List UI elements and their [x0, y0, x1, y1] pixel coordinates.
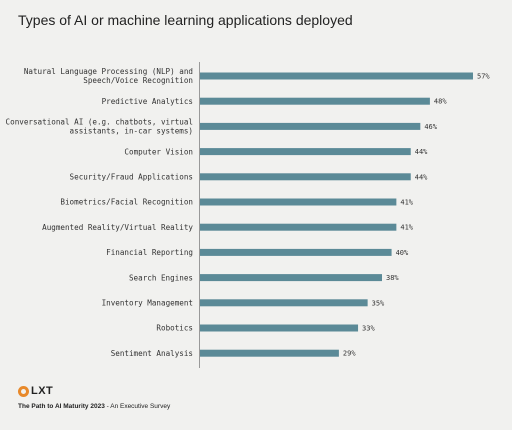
data-label: 29%	[343, 350, 356, 358]
data-label: 57%	[477, 73, 490, 81]
data-label: 46%	[424, 123, 437, 131]
data-label: 40%	[396, 249, 409, 257]
category-label: Search Engines	[129, 273, 193, 282]
data-label: 38%	[386, 274, 399, 282]
category-label: Inventory Management	[102, 299, 193, 308]
category-label: Conversational AI (e.g. chatbots, virtua…	[6, 118, 193, 136]
bar	[200, 122, 421, 130]
bar	[200, 299, 368, 307]
bars-group: 57% Natural Language Processing (NLP) and…	[6, 67, 491, 358]
bar	[200, 97, 430, 105]
bar	[200, 349, 339, 357]
lxt-logo: LXT	[18, 385, 53, 397]
category-label: Security/Fraud Applications	[70, 173, 193, 182]
source-caption: The Path to AI Maturity 2023 - An Execut…	[18, 403, 170, 410]
bar	[200, 248, 392, 256]
data-label: 41%	[400, 199, 413, 207]
category-label: Robotics	[156, 324, 193, 333]
category-label: Computer Vision	[124, 147, 193, 156]
source-title: The Path to AI Maturity 2023	[18, 403, 105, 410]
bar	[200, 274, 382, 282]
bar	[200, 324, 359, 332]
category-label: Financial Reporting	[106, 248, 193, 257]
logo-circle-icon	[18, 385, 29, 397]
bar	[200, 223, 397, 231]
category-label: Sentiment Analysis	[111, 349, 193, 358]
bar	[200, 173, 411, 181]
source-subtitle: - An Executive Survey	[104, 403, 171, 410]
category-label: Augmented Reality/Virtual Reality	[42, 223, 193, 232]
data-label: 33%	[362, 325, 375, 333]
data-label: 48%	[434, 98, 447, 106]
bar	[200, 72, 473, 80]
data-label: 44%	[415, 173, 428, 181]
bar	[200, 198, 397, 206]
data-label: 44%	[415, 148, 428, 156]
data-label: 41%	[400, 224, 413, 232]
chart-title: Types of AI or machine learning applicat…	[18, 12, 353, 28]
category-label: Biometrics/Facial Recognition	[60, 198, 193, 207]
category-label: Predictive Analytics	[102, 97, 193, 106]
category-label: Natural Language Processing (NLP) and Spe…	[24, 67, 193, 85]
logo-text: LXT	[31, 385, 54, 397]
data-label: 35%	[372, 299, 385, 307]
bar	[200, 148, 411, 156]
